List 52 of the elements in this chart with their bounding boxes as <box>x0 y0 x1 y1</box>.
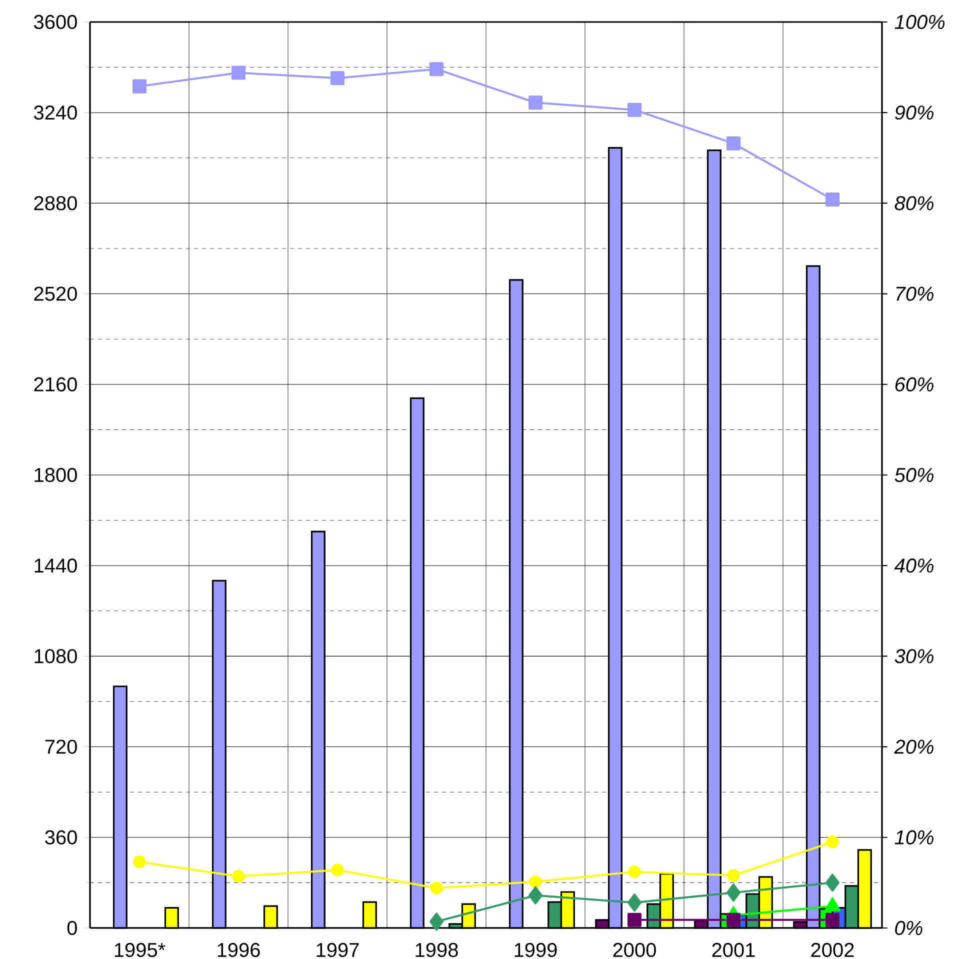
y2-tick-label: 100% <box>894 14 945 30</box>
point <box>430 912 444 931</box>
x-tick-label: 1998 <box>416 942 458 958</box>
y2-tick-label: 30% <box>894 649 934 664</box>
y-tick-label: 1440 <box>34 558 77 573</box>
x-tick-label: 2002 <box>811 942 854 958</box>
y2-tick-label: 20% <box>894 740 934 754</box>
y-tick-label: 2880 <box>34 196 77 210</box>
point <box>826 874 840 892</box>
x-tick-label: 1996 <box>218 942 260 958</box>
point <box>628 912 642 927</box>
x-tick-label: 1995* <box>114 942 166 958</box>
y-tick-label: 720 <box>45 740 77 754</box>
y2-tick-label: 0% <box>895 920 922 936</box>
point <box>727 869 740 882</box>
point <box>232 66 246 80</box>
point <box>132 79 147 94</box>
y2-tick-label: 50% <box>894 468 934 482</box>
y2-tick-label: 40% <box>894 558 934 573</box>
point <box>133 856 146 868</box>
y2-tick-label: 70% <box>896 286 934 301</box>
point <box>826 192 840 207</box>
y-tick-label: 2160 <box>34 377 77 392</box>
y2-tick-label: 60% <box>895 377 934 392</box>
x-tick-label: 1997 <box>316 942 359 958</box>
y2-tick-label: 90% <box>894 106 934 120</box>
y-tick-label: 3600 <box>34 14 77 30</box>
y-tick-label: 1800 <box>34 468 77 482</box>
y2-tick-label: 80% <box>894 196 934 210</box>
point <box>430 62 444 76</box>
x-tick-label: 2001 <box>712 942 755 958</box>
point <box>628 102 642 117</box>
point <box>628 865 641 878</box>
y2-tick-label: 10% <box>894 830 934 844</box>
x-tick-label: 2000 <box>613 942 656 958</box>
y-tick-label: 0 <box>67 920 77 936</box>
y-tick-label: 1080 <box>34 649 77 664</box>
point <box>232 870 245 883</box>
point <box>331 864 344 876</box>
point <box>628 894 642 912</box>
y-tick-label: 360 <box>45 830 77 844</box>
y-tick-label: 2520 <box>34 286 77 301</box>
y-tick-label: 3240 <box>34 106 77 120</box>
point <box>430 882 443 894</box>
x-tick-label: 1999 <box>514 942 557 958</box>
point <box>528 886 543 904</box>
point <box>529 875 542 888</box>
point <box>726 884 740 902</box>
point <box>726 136 740 150</box>
point <box>528 96 543 110</box>
point <box>826 836 839 848</box>
point <box>330 71 345 86</box>
